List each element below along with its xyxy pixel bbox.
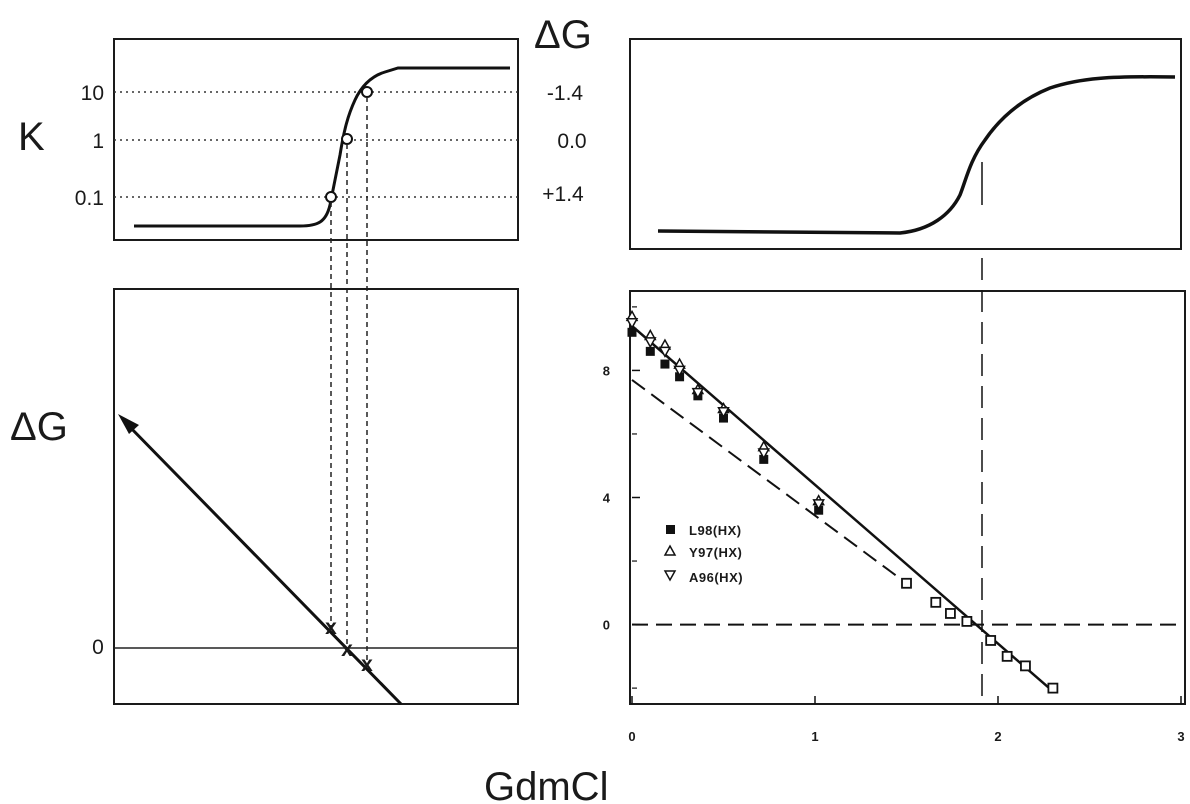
unfolding-sigmoid-curve <box>657 75 1176 235</box>
data-point-chevron-4 <box>985 635 997 646</box>
k-sigmoid-curve <box>134 66 510 228</box>
dg-tick-0.0: 0.0 <box>557 130 586 153</box>
k-tick-1: 1 <box>92 130 104 153</box>
legend-label-l98: L98(HX) <box>689 523 742 538</box>
data-point-chevron-2 <box>945 608 956 619</box>
dg-point-x-1: x <box>325 616 337 639</box>
data-point-a96hx-2 <box>658 346 672 358</box>
k-curve-panel: 10 1 0.1 -1.4 0.0 +1.4 <box>75 38 587 241</box>
data-point-chevron-7 <box>1047 682 1059 694</box>
legend-marker-l98 <box>666 525 675 534</box>
x-tick-label-0: 0 <box>628 729 635 744</box>
data-point-l98hx-1 <box>645 346 655 356</box>
legend: L98(HX) Y97(HX) A96(HX) <box>663 523 743 585</box>
fit-line-1 <box>631 325 1054 693</box>
data-point-a96hx-1 <box>644 337 657 349</box>
data-points <box>625 309 1059 694</box>
data-point-chevron-6 <box>1020 660 1031 672</box>
data-point-chevron-5 <box>1001 650 1013 662</box>
dg-left-axis-label: ΔG <box>10 405 68 449</box>
k-point-10 <box>361 86 373 98</box>
dg-linear-line <box>124 421 403 706</box>
x-tick-label-1: 1 <box>811 729 818 744</box>
k-to-dg-connectors <box>330 97 368 665</box>
dg-tick-minus-1.4: -1.4 <box>547 82 584 105</box>
dg-zero-tick: 0 <box>92 636 104 659</box>
k-tick-10: 10 <box>81 82 104 105</box>
data-point-a96hx-4 <box>691 387 705 400</box>
fit-lines <box>631 325 1181 693</box>
data-point-chevron-3 <box>961 616 973 627</box>
dg-point-x-3: x <box>361 653 373 676</box>
data-point-l98hx-2 <box>660 359 670 369</box>
k-point-1 <box>341 133 353 145</box>
k-tick-0.1: 0.1 <box>75 187 104 210</box>
data-point-chevron-1 <box>930 596 942 608</box>
dg-data-frame <box>629 290 1186 705</box>
data-point-a96hx-0 <box>625 318 639 330</box>
unfolding-curve-panel <box>629 38 1182 250</box>
data-point-a96hx-5 <box>717 406 730 419</box>
data-point-a96hx-3 <box>673 365 686 377</box>
fit-line-2 <box>631 379 908 585</box>
x-axis-label: GdmCl <box>484 765 608 804</box>
k-axis-label: K <box>18 115 45 159</box>
y-tick-label-8: 8 <box>603 363 610 378</box>
dg-right-axis-label: ΔG <box>534 13 592 57</box>
k-point-0.1 <box>325 191 337 203</box>
dg-point-x-2: x <box>341 638 353 661</box>
dg-tick-plus-1.4: +1.4 <box>542 183 584 206</box>
x-tick-label-2: 2 <box>994 729 1001 744</box>
y-tick-label-0: 0 <box>603 618 610 633</box>
dg-data-panel: 0 1 2 3 0 4 8 L98(HX) Y97(HX) A96(HX) <box>603 258 1186 744</box>
legend-label-y97: Y97(HX) <box>689 545 742 560</box>
axis-ticks: 0 1 2 3 0 4 8 <box>603 306 1185 744</box>
data-point-a96hx-6 <box>757 448 771 460</box>
dg-schematic-frame <box>113 288 519 705</box>
data-point-l98hx-0 <box>627 327 637 337</box>
legend-label-a96: A96(HX) <box>689 570 743 585</box>
data-point-chevron-0 <box>901 577 912 589</box>
dg-schematic-panel: 0 x x x <box>92 288 519 706</box>
arrow-head <box>118 414 139 434</box>
unfolding-panel-frame <box>629 38 1182 250</box>
x-tick-label-3: 3 <box>1177 729 1184 744</box>
data-point-a96hx-7 <box>812 499 825 511</box>
y-tick-label-4: 4 <box>603 491 611 506</box>
legend-marker-y97 <box>663 544 677 556</box>
legend-marker-a96 <box>663 570 677 582</box>
